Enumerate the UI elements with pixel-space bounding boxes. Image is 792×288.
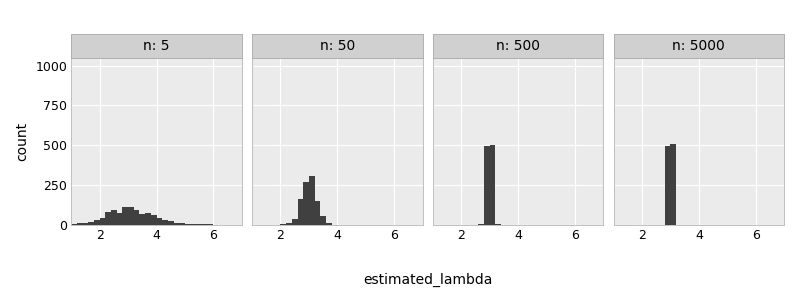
Bar xyxy=(139,213,145,225)
Bar xyxy=(168,221,173,225)
Bar xyxy=(82,223,89,225)
Bar xyxy=(150,215,157,225)
Bar xyxy=(489,145,495,225)
Bar xyxy=(111,210,116,225)
Bar xyxy=(478,224,484,225)
Bar xyxy=(134,210,139,225)
Bar xyxy=(495,224,501,225)
Bar xyxy=(157,218,162,225)
Bar xyxy=(145,213,150,225)
Bar xyxy=(100,218,105,225)
Bar xyxy=(298,199,303,225)
Bar xyxy=(484,146,489,225)
Bar xyxy=(94,220,100,225)
Bar xyxy=(303,182,309,225)
Bar xyxy=(286,223,291,225)
Bar xyxy=(116,213,123,225)
Bar xyxy=(128,207,134,225)
Bar xyxy=(179,223,185,225)
Bar xyxy=(173,223,179,225)
Bar xyxy=(123,207,128,225)
Bar xyxy=(291,219,298,225)
Bar xyxy=(309,176,314,225)
Bar xyxy=(664,146,670,225)
Bar xyxy=(162,220,168,225)
Bar xyxy=(105,212,111,225)
Bar xyxy=(89,222,94,225)
Bar xyxy=(314,201,320,225)
Bar xyxy=(77,223,82,225)
Bar xyxy=(326,223,332,225)
Bar xyxy=(320,216,326,225)
Bar xyxy=(670,144,676,225)
Text: estimated_lambda: estimated_lambda xyxy=(363,272,493,287)
Y-axis label: count: count xyxy=(16,122,29,161)
Bar xyxy=(185,224,191,225)
